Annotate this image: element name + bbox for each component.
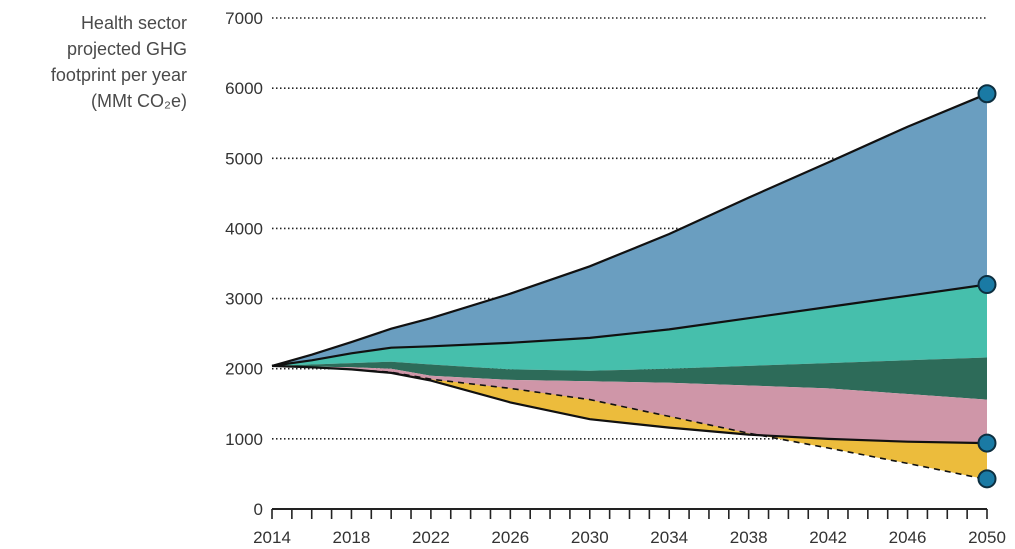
y-tick-label-6000: 6000: [225, 79, 263, 98]
band-3: [272, 357, 987, 400]
x-tick-label-2034: 2034: [650, 528, 688, 547]
y-axis-title-line-3: footprint per year: [50, 65, 187, 85]
y-axis-ticks: 0 1000 2000 3000 4000 5000 6000 7000: [225, 9, 263, 519]
y-tick-label-1000: 1000: [225, 430, 263, 449]
x-tick-label-2018: 2018: [333, 528, 371, 547]
x-tick-label-2038: 2038: [730, 528, 768, 547]
band-2: [272, 284, 987, 371]
y-axis-title-line-1: Health sector: [80, 13, 187, 33]
y-tick-label-5000: 5000: [225, 149, 263, 168]
x-tick-label-2042: 2042: [809, 528, 847, 547]
y-tick-label-3000: 3000: [225, 290, 263, 309]
x-tick-label-2050: 2050: [968, 528, 1006, 547]
band-1: [272, 93, 987, 366]
line-upper_mid: [271, 283, 988, 367]
line-floor: [271, 365, 988, 481]
y-tick-label-4000: 4000: [225, 219, 263, 238]
y-tick-label-2000: 2000: [225, 360, 263, 379]
x-tick-label-2030: 2030: [571, 528, 609, 547]
x-tick-label-2022: 2022: [412, 528, 450, 547]
end-markers: [977, 84, 997, 489]
y-axis-title: Health sector projected GHG footprint pe…: [0, 10, 187, 114]
end-marker-4: [977, 469, 997, 489]
boundary-lines: [271, 92, 988, 481]
end-marker-3: [977, 433, 997, 453]
end-marker-1: [977, 84, 997, 104]
x-tick-label-2026: 2026: [491, 528, 529, 547]
line-top: [271, 92, 988, 367]
y-tick-label-0: 0: [254, 500, 263, 519]
y-tick-label-7000: 7000: [225, 9, 263, 28]
y-axis-title-line-4: (MMt CO₂e): [91, 91, 187, 111]
x-tick-label-2014: 2014: [253, 528, 291, 547]
area-bands: [272, 93, 987, 480]
x-axis: 2014 2018 2022 2026 2030 2034 2038 2042 2046 2050: [253, 508, 1006, 547]
end-marker-2: [977, 275, 997, 295]
line-low: [271, 364, 988, 445]
x-tick-label-2046: 2046: [889, 528, 927, 547]
y-axis-title-line-2: projected GHG: [66, 39, 187, 59]
